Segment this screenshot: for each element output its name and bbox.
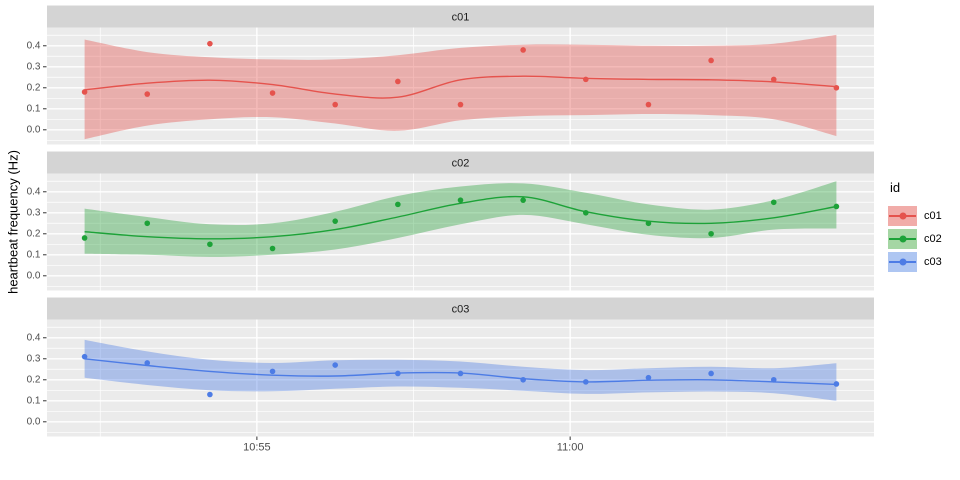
smooth-line: [84, 195, 837, 240]
data-point: [207, 391, 213, 398]
confidence-ribbon: [84, 34, 837, 140]
legend-item-c03: c03: [888, 252, 942, 272]
panel-background: [47, 173, 874, 291]
data-point: [457, 370, 464, 377]
facet-strip: [47, 5, 874, 28]
data-point: [645, 220, 652, 227]
y-tick-label: 0.1: [27, 249, 41, 260]
y-tick-label: 0.3: [27, 207, 41, 218]
data-point: [583, 379, 589, 385]
y-tick-label: 0.0: [27, 270, 41, 281]
data-point: [645, 101, 652, 108]
data-point: [207, 40, 213, 47]
y-tick-label: 0.4: [27, 186, 41, 197]
data-point: [395, 201, 401, 208]
legend: id c01 c02 c03: [888, 180, 942, 275]
x-tick-label: 11:00: [557, 442, 584, 454]
data-point: [708, 230, 714, 237]
data-point: [332, 362, 338, 368]
data-point: [770, 376, 777, 383]
legend-key-dot: [899, 212, 906, 220]
panel-background: [47, 27, 874, 145]
facet-strip-label: c02: [452, 158, 470, 170]
y-tick-label: 0.3: [27, 61, 41, 72]
y-tick-label: 0.4: [27, 332, 41, 343]
panel-background: [47, 319, 874, 437]
data-point: [81, 353, 88, 360]
y-tick-label: 0.2: [27, 82, 41, 93]
legend-key-swatch: [888, 206, 917, 226]
y-tick-label: 0.1: [27, 395, 41, 406]
legend-label: c02: [924, 233, 942, 245]
data-point: [770, 199, 777, 206]
data-point: [269, 368, 276, 375]
data-point: [144, 360, 151, 366]
y-tick-label: 0.2: [27, 374, 41, 385]
data-point: [269, 245, 276, 252]
legend-title: id: [890, 180, 901, 195]
data-point: [81, 235, 88, 241]
data-point: [520, 47, 526, 53]
data-point: [332, 218, 338, 224]
facet-strip-label: c03: [452, 304, 470, 316]
data-point: [833, 381, 840, 387]
legend-label: c01: [924, 210, 942, 222]
data-point: [833, 203, 840, 210]
legend-item-c01: c01: [888, 206, 942, 226]
data-point: [770, 76, 777, 83]
data-point: [395, 370, 401, 377]
y-tick-label: 0.0: [27, 416, 41, 427]
data-point: [457, 101, 464, 108]
data-point: [207, 241, 213, 248]
data-point: [520, 197, 526, 203]
data-point: [144, 220, 151, 227]
confidence-ribbon: [84, 181, 837, 257]
data-point: [645, 374, 652, 381]
x-tick-label: 10:55: [243, 442, 271, 454]
legend-key-dot: [899, 258, 906, 266]
data-point: [583, 209, 589, 216]
smooth-line: [84, 75, 837, 99]
data-point: [708, 370, 714, 377]
data-point: [520, 376, 526, 383]
data-point: [81, 89, 88, 95]
y-axis-title: heartbeat frequency (Hz): [5, 150, 21, 294]
legend-label: c03: [924, 256, 942, 268]
legend-key-swatch: [888, 252, 917, 272]
data-point: [144, 91, 151, 97]
data-point: [583, 76, 589, 83]
data-point: [457, 197, 464, 203]
data-point: [708, 57, 714, 64]
data-point: [332, 101, 338, 108]
y-tick-label: 0.0: [27, 124, 41, 135]
data-point: [833, 84, 840, 91]
y-tick-label: 0.3: [27, 353, 41, 364]
data-point: [269, 90, 276, 96]
data-point: [395, 78, 401, 85]
y-tick-label: 0.4: [27, 40, 41, 51]
facet-strip: [47, 151, 874, 174]
confidence-ribbon: [84, 339, 837, 401]
facet-strip: [47, 297, 874, 320]
legend-item-c02: c02: [888, 229, 942, 249]
facet-strip-label: c01: [452, 12, 470, 24]
legend-key-swatch: [888, 229, 917, 249]
legend-key-dot: [899, 235, 906, 243]
y-tick-label: 0.2: [27, 228, 41, 239]
y-tick-label: 0.1: [27, 103, 41, 114]
